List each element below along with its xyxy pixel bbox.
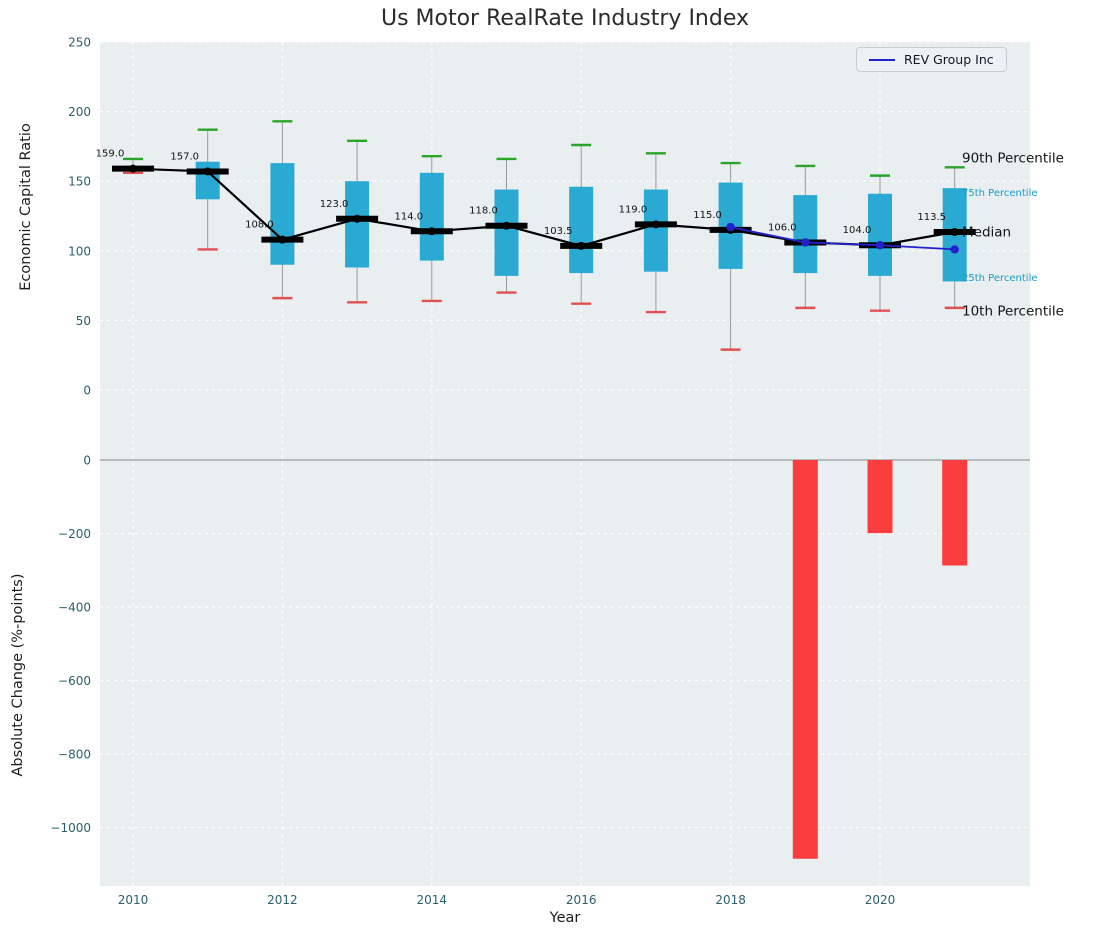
iqr-box-2015: [494, 189, 519, 276]
rev-group-marker-2019: [801, 238, 810, 247]
y-tick-label: −800: [58, 748, 91, 762]
iqr-box-2016: [569, 186, 594, 274]
y-tick-label: 100: [68, 244, 91, 258]
iqr-box-2014: [419, 172, 444, 261]
median-marker-2011: [203, 167, 212, 176]
median-marker-2017: [651, 220, 660, 229]
median-value-label: 115.0: [693, 210, 722, 221]
legend-label: REV Group Inc: [904, 52, 994, 67]
x-tick-label: 2018: [715, 893, 746, 907]
iqr-box-2020: [868, 193, 892, 276]
y-tick-label: −600: [58, 674, 91, 688]
y-tick-label: 150: [68, 175, 91, 189]
iqr-box-2017: [643, 189, 668, 272]
median-marker-2014: [427, 227, 436, 236]
x-tick-label: 2016: [566, 893, 597, 907]
y-tick-label: 200: [68, 105, 91, 119]
change-bar-2020: [867, 460, 893, 534]
median-value-label: 157.0: [170, 151, 199, 162]
rev-group-line: [730, 226, 955, 251]
change-bar-2019: [792, 460, 818, 859]
median-marker-2010: [129, 164, 137, 173]
x-axis-label: Year: [549, 910, 581, 926]
median-value-label: 118.0: [469, 206, 498, 217]
y-tick-label: 250: [68, 36, 91, 50]
y-tick-label: 50: [76, 314, 91, 328]
bottom-y-axis-label: Absolute Change (%-points): [10, 573, 26, 777]
rev-group-marker-2021: [950, 245, 959, 254]
median-marker-2013: [353, 214, 362, 223]
top-y-axis-label: Economic Capital Ratio: [18, 123, 34, 291]
y-tick-label: 0: [83, 384, 91, 398]
x-tick-label: 2012: [267, 893, 298, 907]
rev-group-marker-2018: [726, 222, 735, 232]
percentile-annotation: Median: [962, 224, 1011, 240]
median-value-label: 103.5: [544, 226, 573, 237]
median-value-label: 119.0: [619, 204, 648, 215]
median-marker-2016: [577, 241, 586, 250]
x-tick-label: 2020: [865, 893, 896, 907]
y-tick-label: −1000: [50, 821, 91, 835]
median-value-label: 113.5: [917, 212, 946, 223]
legend-line-sample: [869, 58, 895, 61]
median-value-label: 106.0: [768, 222, 797, 233]
median-value-label: 159.0: [96, 149, 125, 160]
percentile-annotation: 90th Percentile: [962, 151, 1064, 167]
change-bar-2021: [942, 460, 968, 566]
rev-group-marker-2020: [875, 241, 885, 250]
percentile-annotation: 75th Percentile: [962, 188, 1038, 199]
x-tick-label: 2014: [417, 893, 448, 907]
iqr-box-2012: [270, 163, 295, 265]
y-tick-label: −400: [58, 601, 91, 615]
median-value-label: 123.0: [320, 199, 349, 210]
chart-title: Us Motor RealRate Industry Index: [380, 6, 750, 31]
median-marker-2015: [502, 221, 511, 230]
iqr-box-2013: [345, 181, 370, 268]
median-value-label: 108.0: [245, 220, 274, 231]
median-marker-2012: [278, 235, 287, 244]
y-tick-label: 0: [83, 454, 91, 468]
x-tick-label: 2010: [118, 893, 149, 907]
percentile-annotation: 10th Percentile: [962, 304, 1064, 320]
legend: REV Group Inc: [856, 47, 1007, 72]
median-value-label: 114.0: [394, 211, 423, 222]
iqr-box-2019: [793, 195, 818, 274]
percentile-annotation: 25th Percentile: [962, 273, 1038, 284]
median-value-label: 104.0: [843, 225, 872, 236]
y-tick-label: −200: [58, 527, 91, 541]
median-marker-2021: [950, 228, 959, 237]
